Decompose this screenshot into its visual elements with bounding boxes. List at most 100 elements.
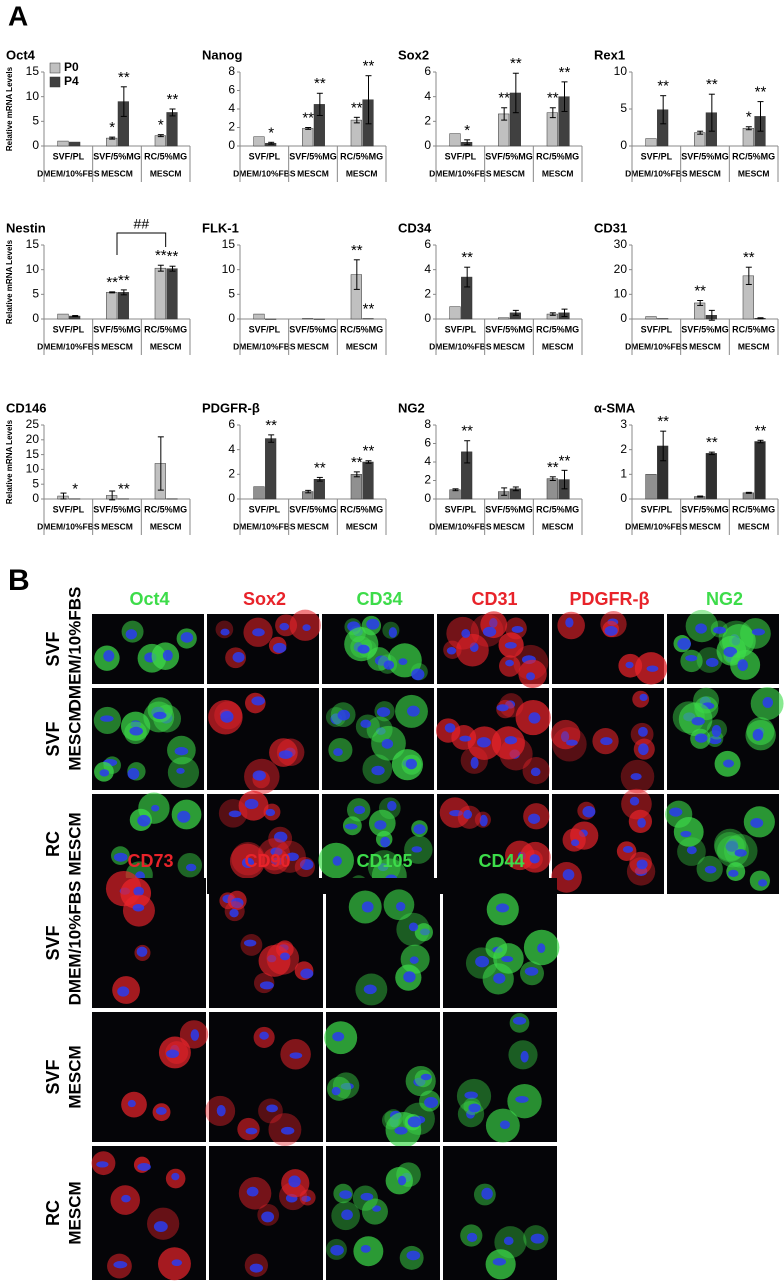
y-tick-label: 2 [424,473,431,487]
x-group-label: MESCM [542,341,574,351]
nucleus [371,765,385,776]
significance-label: * [464,122,470,139]
error-bar [157,134,164,138]
bar [253,486,265,500]
nucleus [231,897,244,909]
x-group-label: DMEM/10%FBS [625,341,688,351]
nucleus [394,1126,408,1135]
nucleus [482,626,497,637]
nucleus [162,649,173,661]
micrograph [326,878,440,1008]
y-tick-label: 1 [620,467,627,481]
micrograph [322,614,434,684]
micrograph [443,1146,557,1280]
nucleus [560,731,570,743]
nucleus [245,1127,258,1135]
x-group-label: MESCM [101,341,133,351]
nucleus [333,748,343,756]
nucleus [249,1263,264,1273]
nucleus [180,632,194,643]
nucleus [637,817,646,828]
nucleus [387,800,397,811]
y-tick-label: 6 [228,417,235,431]
bar [302,318,314,320]
significance-label: ** [363,58,375,75]
y-tick-label: 5 [32,476,39,490]
error-bar [708,93,715,132]
error-bar [157,264,164,272]
error-bar [365,75,372,125]
micrograph [205,1012,323,1147]
bar [546,478,558,500]
nucleus [278,750,293,759]
nucleus [566,739,578,746]
y-tick-label: 5 [620,101,627,115]
nucleus [136,946,148,957]
x-tick-label: SVF/5%MG [93,151,141,161]
x-tick-label: RC/5%MG [732,504,775,514]
nucleus [228,810,242,818]
y-tick-label: 0 [424,138,431,152]
nucleus [511,625,524,633]
bar [705,112,717,147]
y-tick-label: 15 [222,237,236,251]
nucleus [259,1031,269,1040]
row-cell-label: RC [43,831,63,857]
error-bar [120,289,127,296]
error-bar [60,492,67,500]
row-medium-label: MESCM [65,707,84,770]
nucleus [288,1175,301,1188]
error-bar [561,81,568,112]
nucleus [261,1211,275,1223]
nucleus [243,939,257,947]
y-tick-label: 10 [614,287,628,301]
y-tick-label: 8 [424,417,431,431]
y-tick-label: 0 [228,138,235,152]
bracket [116,232,167,255]
error-bar [697,300,704,306]
micrograph [443,1012,557,1143]
error-bar [697,130,704,135]
nucleus [737,659,748,671]
error-bar [708,309,715,321]
chart-title: NG2 [398,400,425,415]
y-tick-label: 10 [26,462,40,476]
y-tick-label: 0 [32,138,39,152]
significance-label: ** [547,459,559,476]
x-tick-label: RC/5%MG [144,324,187,334]
nucleus [489,618,498,628]
x-group-label: MESCM [297,521,329,531]
row-cell-label: SVF [43,1059,63,1094]
error-bar [72,315,79,318]
nucleus [280,1126,295,1135]
error-bar [365,460,372,464]
chart-title: Nestin [6,220,46,235]
nucleus [232,651,245,663]
y-tick-label: 15 [26,237,40,251]
nucleus [266,1104,278,1113]
nucleus [503,1236,514,1246]
x-group-label: MESCM [346,341,378,351]
y-axis-label: Relative mRNA Levels [5,239,14,324]
significance-label: ** [706,76,718,93]
x-group-label: DMEM/10%FBS [429,168,492,178]
legend-label: P4 [64,74,79,88]
x-group-label: MESCM [493,521,525,531]
micrograph [437,611,549,689]
micrograph [207,609,321,684]
stain-label: Sox2 [243,589,286,609]
chart-title: CD146 [6,400,46,415]
y-tick-label: 4 [228,442,235,456]
nucleus [272,642,287,653]
bracket-label: ## [134,216,150,232]
significance-label: ** [314,459,326,476]
significance-label: ** [755,84,767,101]
micrograph [92,688,204,790]
micrograph [551,788,664,894]
x-tick-label: SVF/PL [249,504,281,514]
bar [117,498,129,500]
nucleus [526,672,536,681]
nucleus [728,869,739,877]
nucleus [571,839,580,847]
y-tick-label: 2 [228,120,235,134]
